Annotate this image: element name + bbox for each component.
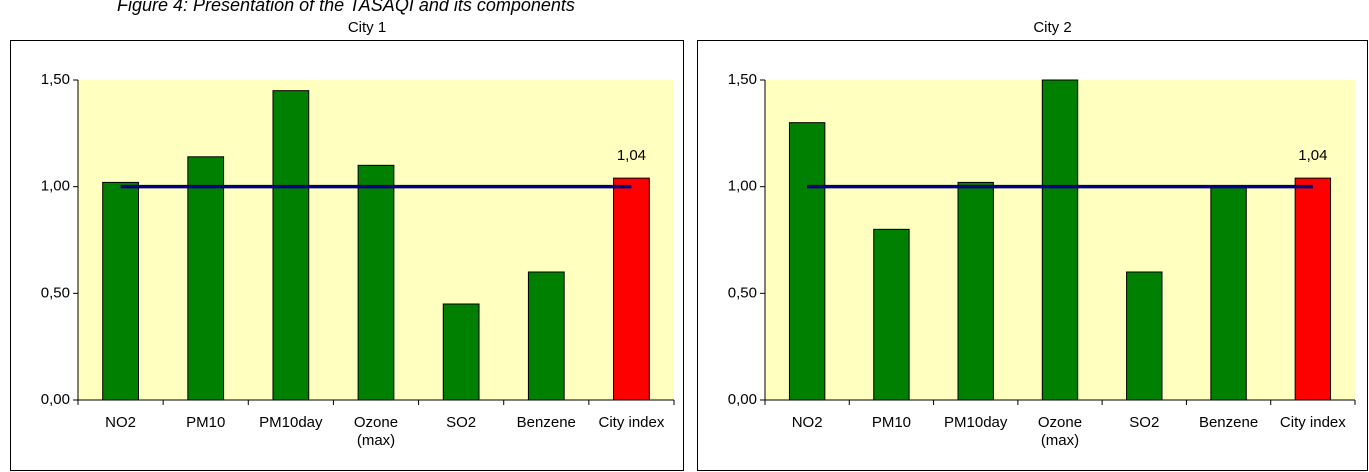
x-tick-label: PM10 [871,414,912,431]
bar [1210,186,1247,401]
bar [187,156,225,401]
value-label: 1,04 [617,147,646,164]
bar [357,164,395,401]
bar [873,228,910,401]
x-tick-label: PM10 [186,414,226,431]
bar [1041,79,1079,401]
x-tick-label: Benzene [516,414,576,431]
x-tick-label: PM10day [259,414,323,431]
chart-title: City 2 [1033,19,1071,36]
bar [102,181,139,401]
x-tick-label: Benzene [1198,414,1259,431]
x-tick-label: SO2 [1129,414,1160,431]
x-tick-label: NO2 [791,414,823,431]
value-label: 1,04 [1298,147,1327,164]
bar [613,177,650,401]
bar [272,90,310,401]
y-tick-label: 1,00 [728,178,757,195]
bar [527,271,565,401]
bar [442,303,480,401]
bar [1294,177,1332,401]
x-tick-label: Ozone (max) [1037,414,1083,449]
bar [957,181,994,401]
x-tick-label: PM10day [944,414,1008,431]
y-tick-label: 1,50 [728,71,757,88]
y-tick-label: 1,00 [41,178,70,195]
x-tick-label: SO2 [446,414,477,431]
x-tick-label: NO2 [105,414,136,431]
bar [1126,271,1163,401]
x-tick-label: City index [598,414,665,431]
chart-title: City 1 [348,19,386,36]
bar [788,122,826,401]
x-tick-label: City index [1279,414,1346,431]
y-tick-label: 1,50 [41,71,70,88]
y-tick-label: 0,00 [41,391,70,408]
y-tick-label: 0,50 [728,284,757,301]
x-tick-label: Ozone (max) [353,414,399,449]
figure-caption: Figure 4: Presentation of the TASAQI and… [117,0,575,15]
y-tick-label: 0,00 [728,391,757,408]
y-tick-label: 0,50 [41,284,70,301]
